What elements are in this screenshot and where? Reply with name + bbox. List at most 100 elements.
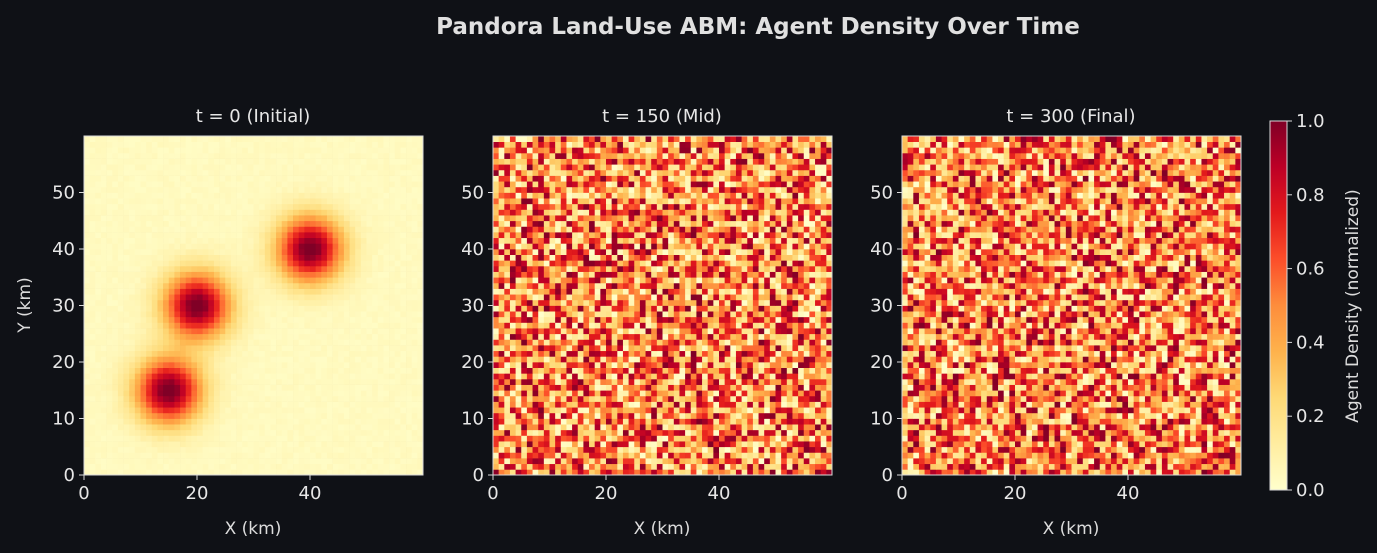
heatmap-cell: [89, 152, 96, 159]
heatmap-cell: [383, 226, 390, 233]
heatmap-cell: [826, 441, 833, 448]
heatmap-cell: [191, 254, 198, 261]
heatmap-cell: [117, 136, 124, 142]
heatmap-cell: [332, 469, 339, 476]
heatmap-cell: [566, 435, 573, 442]
heatmap-cell: [236, 316, 243, 323]
heatmap-cell: [394, 469, 401, 476]
heatmap-cell: [140, 305, 147, 312]
heatmap-cell: [372, 401, 379, 408]
heatmap-cell: [752, 356, 759, 363]
heatmap-cell: [394, 141, 401, 148]
heatmap-cell: [521, 435, 528, 442]
heatmap-cell: [242, 345, 249, 352]
heatmap-cell: [685, 362, 692, 368]
heatmap-cell: [389, 232, 396, 239]
heatmap-cell: [411, 294, 418, 301]
heatmap-cell: [146, 158, 153, 165]
heatmap-cell: [287, 401, 294, 408]
heatmap-cell: [406, 299, 413, 306]
heatmap-cell: [146, 384, 153, 391]
heatmap-cell: [555, 429, 562, 436]
heatmap-cell: [747, 395, 754, 402]
heatmap-cell: [264, 378, 271, 385]
heatmap-cell: [202, 378, 209, 385]
heatmap-cell: [270, 429, 277, 436]
heatmap-cell: [247, 446, 254, 453]
heatmap-cell: [355, 147, 362, 154]
heatmap-cell: [820, 362, 827, 368]
heatmap-cell: [526, 412, 533, 419]
heatmap-cell: [230, 186, 237, 193]
heatmap-cell: [106, 418, 113, 425]
heatmap-cell: [287, 418, 294, 425]
heatmap-cell: [662, 395, 669, 402]
heatmap-cell: [208, 322, 215, 329]
heatmap-cell: [242, 418, 249, 425]
heatmap-cell: [360, 215, 367, 222]
heatmap-cell: [377, 277, 384, 284]
heatmap-cell: [326, 435, 333, 442]
heatmap-cell: [293, 390, 300, 397]
heatmap-cell: [174, 249, 181, 255]
heatmap-cell: [820, 452, 827, 459]
heatmap-cell: [321, 390, 328, 397]
heatmap-cell: [197, 186, 203, 193]
heatmap-cell: [247, 345, 254, 352]
heatmap-cell: [411, 407, 418, 414]
heatmap-cell: [129, 141, 136, 148]
heatmap-cell: [383, 164, 390, 171]
heatmap-cell: [197, 203, 203, 210]
heatmap-cell: [236, 226, 243, 233]
heatmap-cell: [719, 395, 725, 402]
heatmap-cell: [281, 424, 288, 431]
heatmap-cell: [304, 452, 311, 459]
heatmap-cell: [219, 260, 226, 267]
heatmap-cell: [219, 181, 226, 188]
heatmap-cell: [163, 299, 170, 306]
heatmap-cell: [622, 412, 629, 419]
heatmap-cell: [775, 356, 782, 363]
heatmap-cell: [180, 136, 187, 142]
heatmap-cell: [264, 328, 271, 335]
heatmap-cell: [253, 305, 260, 312]
heatmap-cell: [236, 452, 243, 459]
heatmap-cell: [366, 378, 373, 385]
heatmap-cell: [383, 316, 390, 323]
heatmap-cell: [798, 412, 805, 419]
heatmap-cell: [259, 186, 266, 193]
heatmap-cell: [355, 226, 362, 233]
heatmap-cell: [213, 299, 220, 306]
heatmap-cell: [163, 164, 170, 171]
heatmap-cell: [338, 299, 345, 306]
heatmap-cell: [259, 367, 266, 374]
heatmap-cell: [134, 209, 141, 216]
heatmap-cell: [253, 429, 260, 436]
heatmap-cell: [264, 282, 271, 289]
heatmap-cell: [798, 395, 805, 402]
heatmap-cell: [242, 198, 249, 205]
heatmap-cell: [679, 441, 686, 448]
heatmap-cell: [532, 356, 539, 363]
heatmap-cell: [247, 373, 254, 380]
heatmap-cell: [242, 441, 249, 448]
heatmap-cell: [89, 198, 96, 205]
heatmap-cell: [151, 367, 158, 374]
heatmap-cell: [394, 441, 401, 448]
heatmap-cell: [287, 378, 294, 385]
heatmap-cell: [129, 209, 136, 216]
heatmap-cell: [338, 412, 345, 419]
heatmap-cell: [815, 458, 822, 465]
heatmap-cell: [685, 469, 692, 476]
heatmap-cell: [775, 378, 782, 385]
heatmap-cell: [622, 418, 629, 425]
heatmap-cell: [549, 373, 556, 380]
heatmap-cell: [400, 424, 407, 431]
heatmap-cell: [343, 175, 350, 182]
heatmap-cell: [276, 362, 283, 368]
heatmap-cell: [826, 378, 833, 385]
heatmap-cell: [372, 435, 379, 442]
heatmap-cell: [781, 463, 788, 470]
heatmap-cell: [394, 395, 401, 402]
heatmap-cell: [197, 271, 203, 278]
